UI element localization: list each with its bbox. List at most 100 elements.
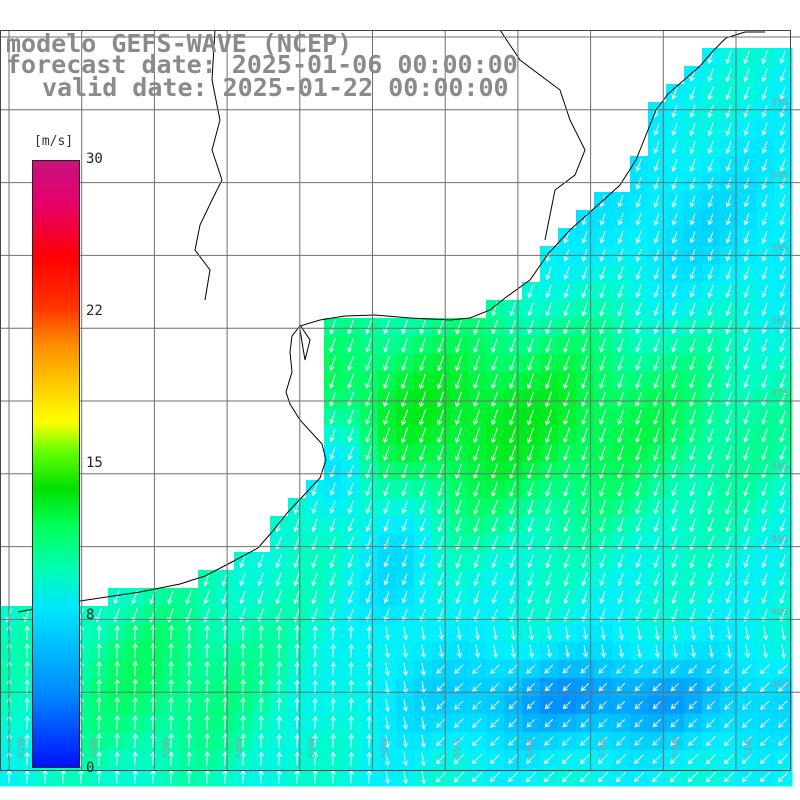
- wind-arrow: [437, 445, 444, 462]
- wind-arrow: [491, 572, 498, 587]
- wind-arrow: [186, 624, 192, 641]
- colorbar-unit: [m/s]: [34, 134, 74, 149]
- wind-arrow: [312, 751, 318, 766]
- wind-arrow: [779, 410, 786, 425]
- wind-arrow: [598, 700, 608, 710]
- wind-arrow: [724, 718, 734, 728]
- wind-arrow: [419, 355, 427, 372]
- wind-arrow: [599, 320, 606, 335]
- wind-arrow: [580, 683, 589, 692]
- wind-arrow: [706, 700, 716, 710]
- wind-arrow: [436, 409, 445, 426]
- wind-arrow: [418, 391, 427, 408]
- wind-arrow: [743, 231, 750, 244]
- wind-arrow: [742, 700, 752, 710]
- wind-arrow: [383, 338, 390, 353]
- wind-arrow: [635, 463, 642, 479]
- wind-arrow: [616, 682, 626, 692]
- wind-arrow: [707, 338, 714, 353]
- wind-arrow: [473, 355, 480, 372]
- wind-arrow: [617, 195, 624, 208]
- wind-arrow: [402, 662, 409, 677]
- wind-arrow: [366, 661, 372, 676]
- wind-arrow: [329, 518, 336, 533]
- wind-arrow: [761, 464, 768, 479]
- wind-arrow: [580, 718, 590, 728]
- wind-arrow: [275, 572, 282, 587]
- latitude-label: 38S: [771, 462, 788, 472]
- wind-arrow: [743, 446, 750, 461]
- wind-arrow: [455, 463, 462, 480]
- wind-arrow: [329, 373, 336, 389]
- wind-arrow: [581, 427, 588, 444]
- wind-arrow: [419, 445, 427, 462]
- wind-arrow: [240, 733, 246, 748]
- wind-arrow: [671, 231, 678, 244]
- wind-arrow: [725, 446, 732, 461]
- wind-arrow: [725, 266, 732, 280]
- wind-arrow: [382, 409, 391, 426]
- wind-arrow: [383, 463, 390, 479]
- wind-arrow: [634, 682, 644, 692]
- wind-arrow: [779, 338, 786, 353]
- wind-arrow: [689, 500, 696, 515]
- wind-arrow: [329, 446, 336, 460]
- wind-arrow: [743, 410, 750, 425]
- wind-arrow: [671, 572, 678, 587]
- wind-arrow: [707, 518, 714, 533]
- wind-arrow: [492, 644, 499, 659]
- wind-arrow: [617, 500, 624, 515]
- wind-arrow: [581, 373, 588, 390]
- wind-arrow: [780, 626, 787, 641]
- wind-arrow: [167, 590, 174, 605]
- wind-arrow: [185, 590, 192, 605]
- wind-arrow: [330, 643, 336, 658]
- wind-arrow: [401, 373, 409, 390]
- wind-arrow: [779, 590, 786, 605]
- wind-arrow: [544, 664, 554, 674]
- wind-arrow: [347, 410, 354, 425]
- wind-arrow: [436, 373, 445, 390]
- wind-arrow: [761, 428, 768, 443]
- wind-arrow: [724, 700, 734, 710]
- wind-arrow: [490, 700, 500, 710]
- wind-arrow: [689, 213, 696, 226]
- wind-arrow: [347, 391, 354, 407]
- wind-arrow: [707, 374, 714, 389]
- wind-arrow: [436, 682, 446, 692]
- wind-arrow: [545, 572, 552, 587]
- wind-arrow: [186, 660, 192, 677]
- wind-arrow: [132, 660, 139, 677]
- latitude-label: 34S: [771, 171, 788, 181]
- wind-arrow: [761, 320, 768, 335]
- wind-arrow: [761, 195, 768, 208]
- wind-arrow: [563, 230, 570, 244]
- wind-arrow: [509, 373, 517, 390]
- wind-arrow: [653, 391, 660, 408]
- wind-arrow: [707, 104, 714, 119]
- wind-arrow: [329, 428, 336, 443]
- wind-arrow: [761, 230, 768, 244]
- wind-arrow: [384, 644, 391, 659]
- wind-arrow: [508, 463, 517, 480]
- wind-arrow: [761, 284, 768, 298]
- wind-arrow: [725, 428, 732, 443]
- wind-arrow: [383, 373, 390, 390]
- wind-arrow: [544, 701, 553, 710]
- wind-arrow: [455, 499, 462, 515]
- wind-arrow: [546, 644, 553, 658]
- wind-arrow: [294, 697, 300, 712]
- wind-arrow: [203, 590, 210, 605]
- wind-arrow: [707, 122, 714, 137]
- wind-arrow: [635, 212, 642, 226]
- wind-arrow: [24, 715, 30, 730]
- wind-arrow: [599, 231, 606, 244]
- wind-arrow: [132, 624, 139, 641]
- wind-arrow: [779, 230, 786, 244]
- wind-arrow: [507, 754, 518, 765]
- wind-arrow: [600, 626, 607, 641]
- wind-arrow: [490, 736, 500, 746]
- latitude-label: 40S: [771, 608, 788, 618]
- wind-arrow: [653, 518, 660, 533]
- wind-arrow: [383, 609, 390, 622]
